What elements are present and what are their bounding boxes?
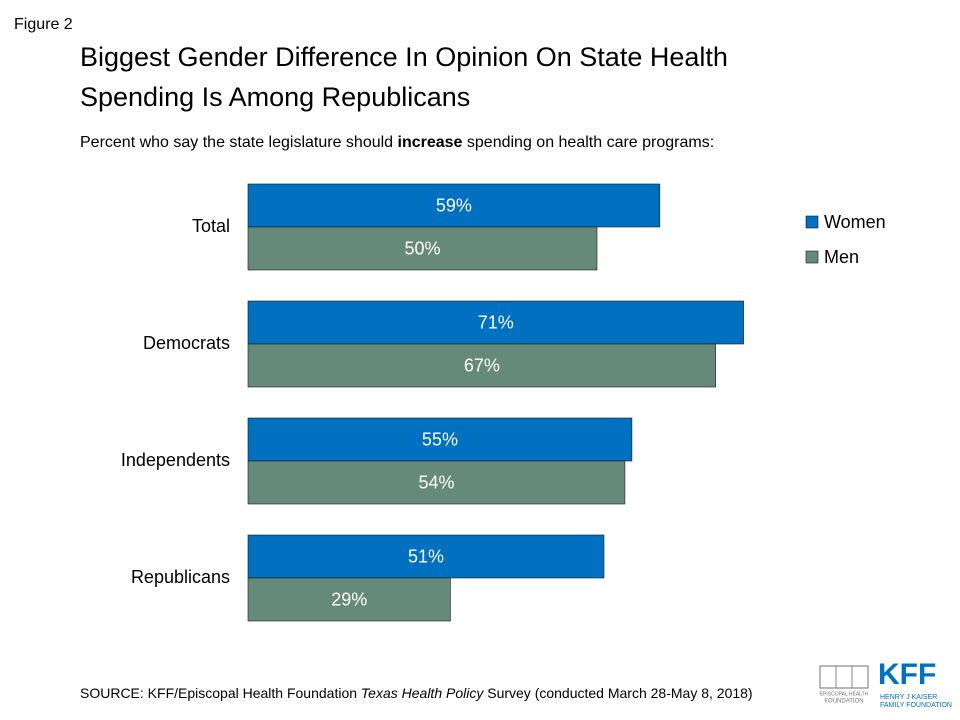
data-label: 59%	[436, 195, 472, 215]
logo-text: HENRY J KAISER	[880, 694, 937, 701]
bar	[247, 343, 716, 388]
y-tick-label: Independents	[121, 450, 230, 470]
bar	[247, 577, 451, 622]
data-label: 29%	[331, 589, 367, 609]
bar	[247, 183, 661, 228]
subtitle: Percent who say the state legislature sh…	[80, 134, 714, 151]
figure-label: Figure 2	[14, 16, 73, 33]
source-part: Survey (conducted March 28-May 8, 2018)	[483, 685, 752, 701]
chart-title: Biggest Gender Difference In Opinion On …	[80, 42, 728, 72]
y-tick-label: Republicans	[131, 567, 230, 587]
data-label: 51%	[408, 546, 444, 566]
data-label: 71%	[478, 312, 514, 332]
logo-text: EPISCOPAL HEALTH	[820, 691, 869, 697]
ehf-logo: EPISCOPAL HEALTH FOUNDATION	[819, 665, 869, 705]
bar	[247, 460, 626, 505]
subtitle-part: increase	[398, 134, 463, 151]
data-label: 54%	[418, 472, 454, 492]
data-label: 67%	[464, 355, 500, 375]
legend-swatch	[805, 215, 819, 229]
logo-box	[819, 665, 869, 689]
data-label: 50%	[404, 238, 440, 258]
source: SOURCE: KFF/Episcopal Health Foundation …	[80, 685, 753, 701]
logo-text: KFF	[878, 658, 936, 691]
kff-logo: KFF HENRY J KAISER FAMILY FOUNDATION	[878, 658, 952, 709]
bar	[247, 534, 605, 579]
chart-title: Spending Is Among Republicans	[80, 82, 470, 112]
data-label: 55%	[422, 429, 458, 449]
bar	[247, 300, 744, 345]
y-tick-label: Democrats	[143, 333, 230, 353]
y-tick-label: Total	[192, 216, 230, 236]
logo-text: FOUNDATION	[824, 699, 863, 705]
bar	[247, 417, 633, 462]
logo-text: FAMILY FOUNDATION	[880, 702, 952, 709]
bar	[247, 226, 598, 271]
legend-label: Women	[824, 212, 886, 232]
source-part: Texas Health Policy	[361, 685, 484, 701]
subtitle-part: spending on health care programs:	[462, 134, 714, 151]
source-part: SOURCE: KFF/Episcopal Health Foundation	[80, 685, 361, 701]
subtitle-part: Percent who say the state legislature sh…	[80, 134, 398, 151]
legend-swatch	[805, 250, 819, 264]
legend-label: Men	[824, 247, 859, 267]
